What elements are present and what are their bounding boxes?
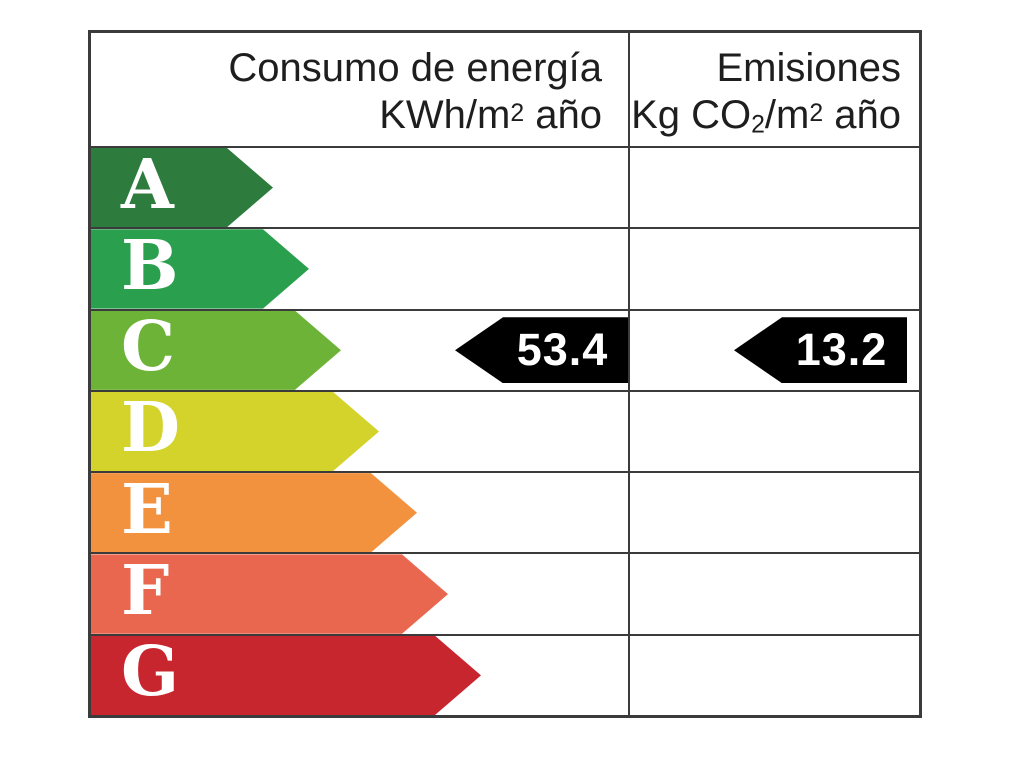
rating-letter-c: C — [121, 307, 176, 388]
rating-band-g: G — [91, 636, 481, 715]
emissions-header-units: Kg CO2/m2 año — [630, 91, 901, 148]
consumption-header-title: Consumo de energía — [228, 46, 602, 90]
rating-row-b-consumption: B — [91, 227, 630, 309]
emissions-unit-mid: /m — [764, 92, 810, 137]
rating-row-e-emissions — [630, 471, 919, 552]
consumption-unit-superscript: 2 — [510, 100, 525, 127]
consumption-value-arrow: 53.4 — [455, 317, 628, 384]
rating-letter-d: D — [121, 388, 180, 469]
rating-band-c: C — [91, 311, 341, 390]
rating-band-a: A — [91, 148, 273, 227]
rating-row-d-consumption: D — [91, 389, 630, 472]
rating-band-b: B — [91, 229, 309, 308]
consumption-unit-prefix: KWh/m — [379, 92, 511, 137]
rating-row-d-emissions — [630, 389, 919, 471]
rating-band-e: E — [91, 473, 417, 552]
rating-row-g-emissions — [630, 633, 919, 715]
rating-row-a-emissions — [630, 146, 919, 227]
consumption-header: Consumo de energía KWh/m2 año — [91, 33, 630, 146]
rating-band-f: F — [91, 554, 448, 633]
rating-letter-g: G — [121, 632, 180, 713]
rating-row-a-consumption: A — [91, 146, 630, 228]
consumption-unit-suffix: año — [524, 92, 602, 137]
emissions-header-title: Emisiones — [716, 46, 901, 90]
emissions-header: Emisiones Kg CO2/m2 año — [630, 33, 919, 146]
rating-row-c-consumption: C 53.4 — [91, 308, 630, 390]
emissions-value: 13.2 — [795, 324, 888, 376]
rating-letter-e: E — [121, 469, 173, 550]
emissions-unit-superscript: 2 — [809, 100, 824, 127]
rating-letter-a: A — [121, 144, 174, 225]
emissions-unit-prefix: Kg CO — [631, 92, 752, 137]
consumption-value: 53.4 — [516, 324, 609, 376]
rating-band-d: D — [91, 392, 379, 471]
rating-letter-f: F — [121, 551, 170, 632]
emissions-unit-suffix: año — [823, 92, 901, 137]
rating-row-f-consumption: F — [91, 552, 630, 634]
rating-letter-b: B — [121, 225, 179, 306]
rating-row-b-emissions — [630, 227, 919, 308]
rating-row-c-emissions: 13.2 — [630, 308, 919, 390]
energy-rating-table: Consumo de energía KWh/m2 año Emisiones … — [88, 30, 922, 718]
emissions-value-arrow: 13.2 — [734, 317, 907, 384]
emissions-unit-subscript: 2 — [751, 111, 765, 139]
rating-row-g-consumption: G — [91, 633, 630, 715]
rating-row-f-emissions — [630, 552, 919, 633]
consumption-header-units: KWh/m2 año — [91, 91, 602, 138]
rating-row-e-consumption: E — [91, 471, 630, 553]
